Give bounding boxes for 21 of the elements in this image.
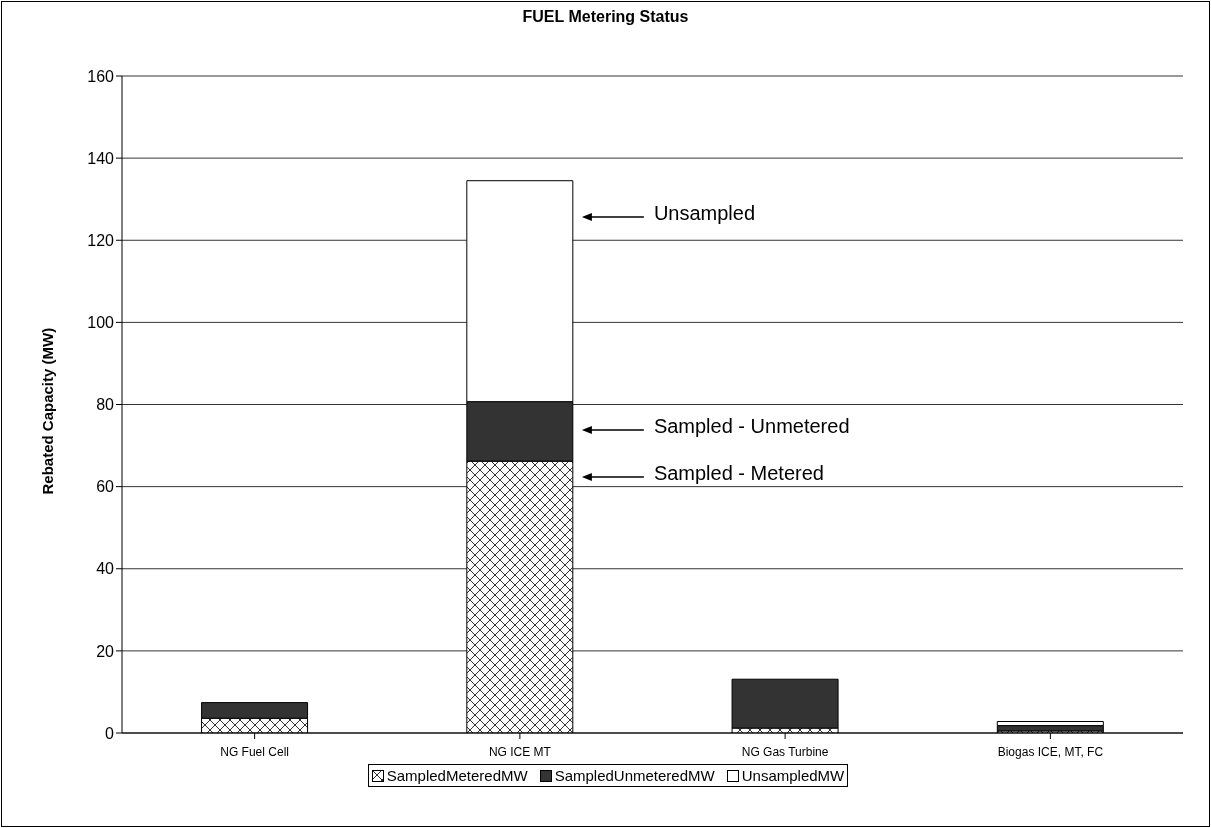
chart-title: FUEL Metering Status [521, 8, 690, 26]
y-tick-label: 40 [96, 560, 115, 578]
legend-label: SampledUnmeteredMW [554, 767, 715, 784]
y-tick-label: 140 [87, 149, 115, 167]
x-tick-label: Biogas ICE, MT, FC [997, 744, 1104, 759]
x-tick-label: NG ICE MT [488, 744, 552, 759]
y-tick-label: 100 [87, 314, 115, 332]
y-tick-label: 80 [96, 396, 115, 414]
y-tick-label: 0 [105, 724, 115, 742]
legend-label: SampledMeteredMW [386, 767, 528, 784]
x-tick-label: NG Fuel Cell [220, 744, 289, 759]
y-axis-title: Rebated Capacity (MW) [39, 327, 57, 495]
y-tick-label: 60 [96, 478, 115, 496]
y-tick-label: 120 [87, 231, 115, 249]
y-tick-label: 20 [96, 642, 115, 660]
annotation: Unsampled [653, 202, 756, 225]
legend-label: UnsampledMW [741, 767, 845, 784]
annotation: Sampled - Metered [653, 462, 824, 485]
annotation: Sampled - Unmetered [653, 415, 850, 438]
x-tick-label: NG Gas Turbine [741, 744, 829, 759]
y-tick-label: 160 [87, 67, 115, 85]
